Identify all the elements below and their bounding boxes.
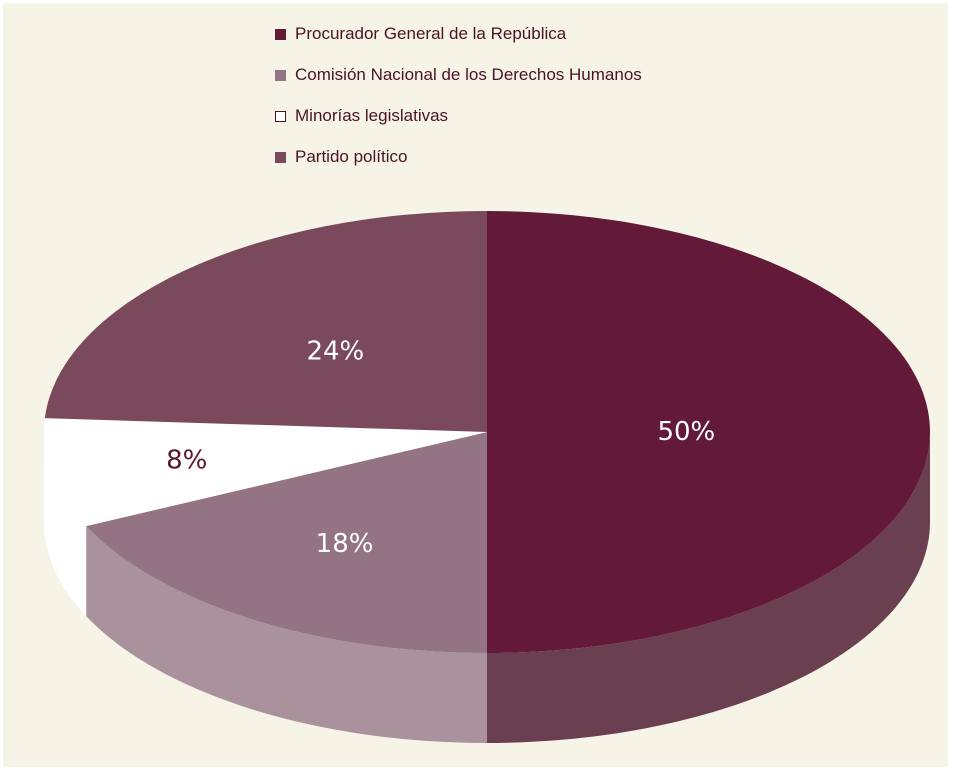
legend-swatch-minorias [275,110,286,122]
side-cndh [86,526,487,743]
value-label-cndh: 18% [316,529,374,559]
legend-label-cndh: Comisión Nacional de los Derechos Humano… [295,65,642,84]
value-label-minorias: 8% [166,446,207,476]
legend-item-cndh: Comisión Nacional de los Derechos Humano… [275,64,875,86]
legend-item-partido: Partido político [275,146,875,168]
value-label-partido: 24% [306,336,364,366]
side-minorias [44,432,87,617]
legend-swatch-cndh [275,69,286,81]
slice-cndh [86,432,487,653]
legend-label-minorias: Minorías legislativas [295,106,449,125]
slice-partido [44,211,488,432]
slice-minorias [43,418,487,527]
legend-item-procurador: Procurador General de la República [275,23,875,45]
legend-label-procurador: Procurador General de la República [295,24,567,43]
side-procurador [487,432,930,743]
legend: Procurador General de la República Comis… [275,23,875,187]
value-label-procurador: 50% [657,417,715,447]
slice-procurador [487,211,930,653]
legend-swatch-partido [275,151,286,163]
legend-swatch-procurador [275,28,286,40]
legend-label-partido: Partido político [295,147,408,166]
legend-item-minorias: Minorías legislativas [275,105,875,127]
